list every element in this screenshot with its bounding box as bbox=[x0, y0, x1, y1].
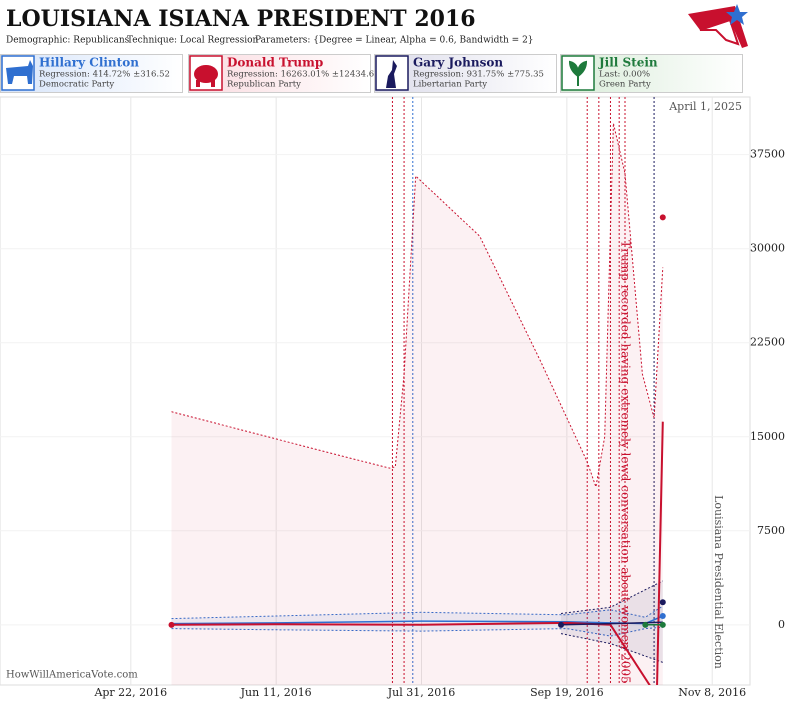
x-tick-label: Apr 22, 2016 bbox=[93, 686, 167, 699]
legend-name: Gary Johnson bbox=[413, 56, 503, 70]
y-tick-label: 7500 bbox=[757, 524, 785, 537]
legend-summary: Last: 0.00% bbox=[599, 70, 650, 80]
band-lower bbox=[171, 626, 663, 637]
legend-party: Republican Party bbox=[227, 80, 301, 90]
legend-icon bbox=[211, 80, 215, 87]
data-point bbox=[168, 621, 175, 628]
legend-name: Donald Trump bbox=[227, 56, 323, 70]
annotation: Trump recorded having extremely lewd con… bbox=[619, 240, 633, 684]
band-lower bbox=[560, 633, 663, 663]
legend-summary: Regression: 16263.01% ±12434.69 bbox=[227, 70, 380, 80]
data-point bbox=[659, 599, 666, 606]
y-tick-label: 37500 bbox=[750, 148, 785, 161]
legend-summary: Regression: 931.75% ±775.35 bbox=[413, 70, 544, 80]
x-tick-label: Jun 11, 2016 bbox=[240, 686, 312, 699]
y-tick-label: 30000 bbox=[750, 242, 785, 255]
annotation: Louisiana Presidential Election bbox=[712, 495, 725, 669]
legend-icon bbox=[386, 60, 397, 88]
subtitle: Parameters: {Degree = Linear, Alpha = 0.… bbox=[255, 36, 534, 46]
legend-name: Jill Stein bbox=[598, 56, 658, 70]
credit: HowWillAmericaVote.com bbox=[6, 670, 138, 681]
subtitle: Technique: Local Regression bbox=[127, 36, 258, 46]
legend-summary: Regression: 414.72% ±316.52 bbox=[39, 70, 170, 80]
data-point bbox=[659, 621, 666, 628]
legend-icon bbox=[568, 60, 588, 86]
x-tick-label: Sep 19, 2016 bbox=[530, 686, 604, 699]
data-point bbox=[558, 621, 565, 628]
y-tick-label: 15000 bbox=[750, 430, 785, 443]
legend-party: Libertarian Party bbox=[413, 80, 487, 90]
legend-name: Hillary Clinton bbox=[39, 56, 139, 70]
data-point bbox=[642, 621, 649, 628]
data-point bbox=[659, 214, 666, 221]
data-point bbox=[659, 613, 666, 620]
legend-icon bbox=[194, 65, 218, 83]
band-upper bbox=[171, 123, 664, 489]
legend-party: Democratic Party bbox=[39, 80, 114, 90]
band-area bbox=[171, 123, 663, 685]
subtitle: Demographic: Republicans bbox=[6, 36, 130, 46]
legend-icon bbox=[196, 80, 200, 87]
legend-party: Green Party bbox=[599, 80, 651, 90]
x-tick-label: Jul 31, 2016 bbox=[387, 686, 456, 699]
band-upper bbox=[560, 580, 664, 614]
x-tick-label: Nov 8, 2016 bbox=[678, 686, 746, 699]
chart-title: LOUISIANA ISIANA PRESIDENT 2016 bbox=[6, 6, 476, 32]
band-area bbox=[561, 580, 663, 663]
logo bbox=[688, 4, 748, 48]
legend-icon bbox=[6, 60, 33, 84]
date-note: April 1, 2025 bbox=[668, 100, 742, 113]
band-upper bbox=[171, 605, 664, 620]
y-tick-label: 22500 bbox=[750, 336, 785, 349]
y-tick-label: 0 bbox=[778, 618, 785, 631]
